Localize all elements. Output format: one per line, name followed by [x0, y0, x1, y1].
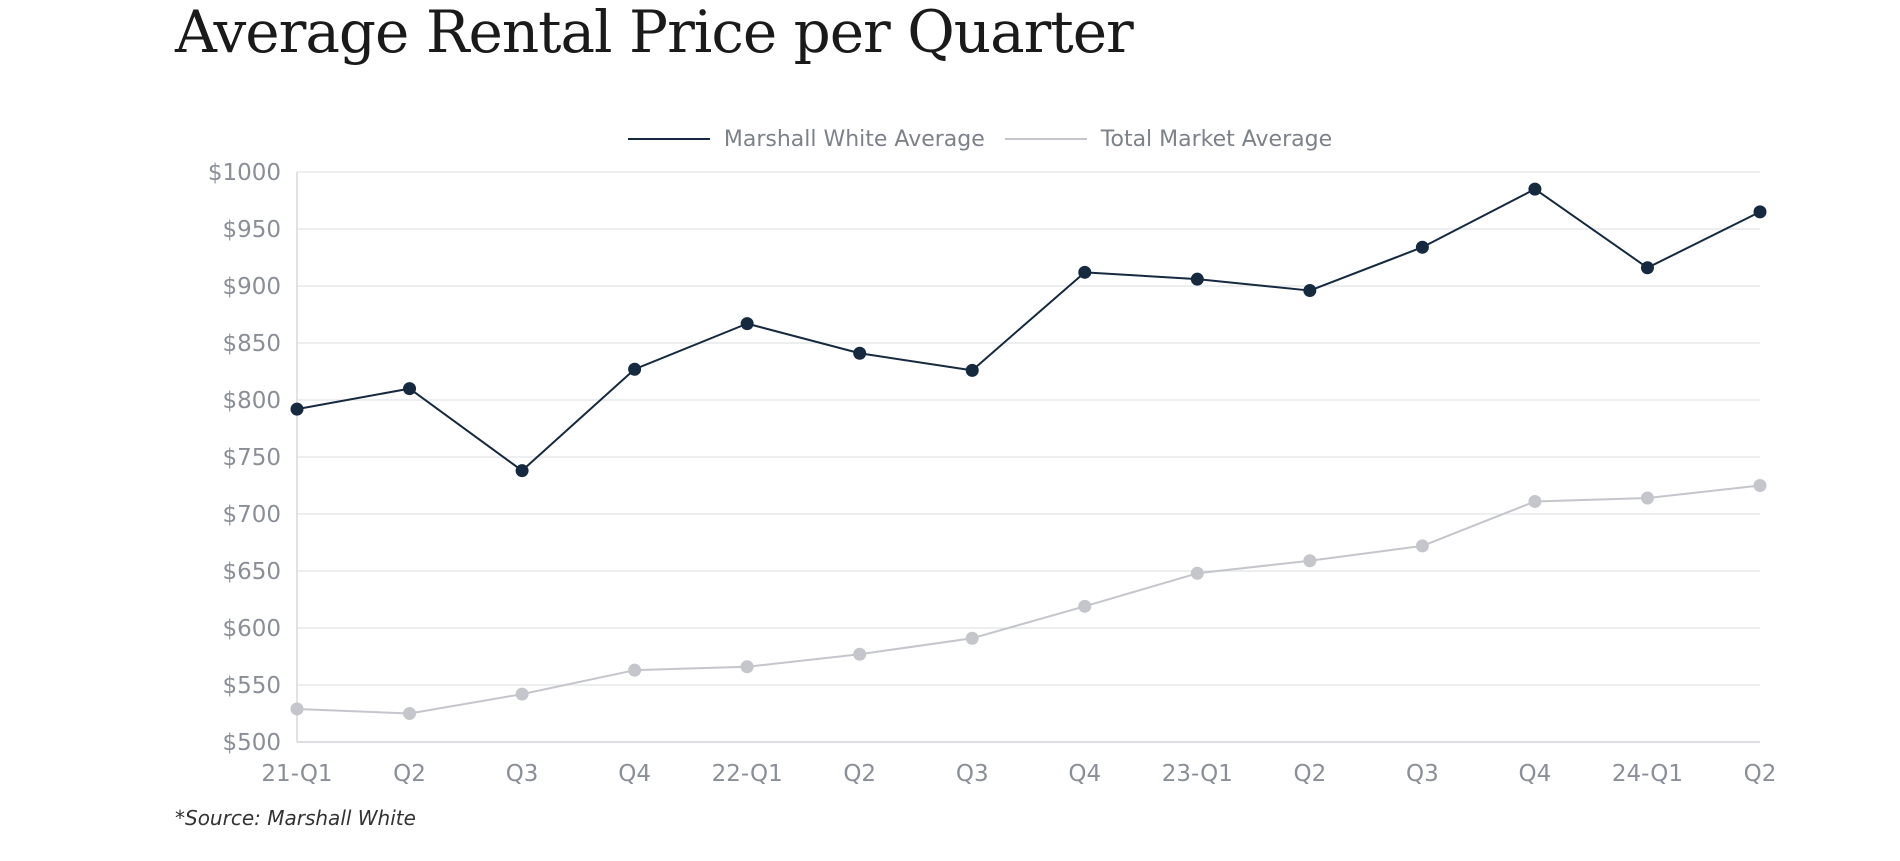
data-point-marshall-white-average	[1640, 261, 1654, 275]
data-point-marshall-white-average	[1528, 182, 1542, 196]
data-point-total-market-average	[1753, 479, 1767, 492]
x-tick-label: Q3	[956, 761, 989, 787]
x-tick-label: Q3	[1406, 761, 1439, 787]
data-point-total-market-average	[1078, 599, 1092, 613]
data-point-marshall-white-average	[1303, 284, 1317, 298]
legend-item-marshall-white: Marshall White Average	[627, 126, 985, 152]
y-tick-label: $1000	[208, 160, 281, 186]
y-tick-label: $800	[222, 388, 281, 414]
data-point-total-market-average	[1303, 554, 1317, 568]
x-tick-label: Q4	[618, 761, 651, 787]
y-tick-label: $750	[222, 445, 281, 471]
data-point-marshall-white-average	[628, 362, 642, 376]
data-point-marshall-white-average	[403, 382, 417, 396]
data-point-marshall-white-average	[1078, 265, 1092, 279]
data-point-marshall-white-average	[515, 464, 529, 478]
y-tick-label: $900	[222, 274, 281, 300]
x-tick-label: 21-Q1	[261, 761, 332, 787]
source-note: *Source: Marshall White	[175, 806, 416, 830]
x-tick-label: Q2	[393, 761, 426, 787]
y-tick-label: $650	[222, 559, 281, 585]
x-axis: 21-Q1 Q2 Q3 Q4 22-Q1 Q2 Q3 Q4 23-Q1 Q2 Q3 Q4 24-Q1 Q2	[261, 741, 1777, 787]
data-point-marshall-white-average	[1753, 205, 1767, 219]
data-point-total-market-average	[740, 660, 754, 674]
data-point-total-market-average	[403, 707, 417, 720]
legend-label-marshall-white: Marshall White Average	[723, 126, 985, 152]
legend-swatch-marshall-white	[627, 138, 710, 140]
gridlines	[297, 171, 1760, 743]
y-tick-label: $500	[222, 730, 281, 756]
series-total-market-average	[290, 479, 1767, 720]
chart-legend: Marshall White Average Total Market Aver…	[0, 122, 1900, 156]
y-tick-label: $700	[222, 502, 281, 528]
data-point-marshall-white-average	[853, 346, 867, 360]
data-point-total-market-average	[290, 702, 304, 716]
y-axis: $1000 $950 $900 $850 $800 $750 $700 $650 $600 $55…	[208, 160, 298, 756]
legend-swatch-total-market	[1004, 138, 1087, 140]
data-point-total-market-average	[1415, 539, 1429, 553]
data-point-total-market-average	[515, 687, 529, 701]
data-point-marshall-white-average	[740, 317, 754, 331]
legend-item-total-market: Total Market Average	[1004, 126, 1333, 152]
legend-label-total-market: Total Market Average	[1100, 126, 1333, 152]
x-tick-label: Q2	[1744, 761, 1777, 787]
y-tick-label: $600	[222, 616, 281, 642]
x-tick-label: Q4	[1068, 761, 1101, 787]
x-tick-label: 22-Q1	[712, 761, 783, 787]
y-tick-label: $850	[222, 331, 281, 357]
x-tick-label: Q2	[1293, 761, 1326, 787]
series-line-marshall-white-average	[296, 188, 1761, 472]
x-tick-label: 23-Q1	[1162, 761, 1233, 787]
data-point-total-market-average	[853, 647, 867, 661]
data-point-marshall-white-average	[290, 402, 304, 416]
data-point-total-market-average	[628, 663, 642, 677]
data-point-marshall-white-average	[965, 363, 979, 377]
series-marshall-white-average	[290, 182, 1767, 478]
data-point-total-market-average	[1190, 566, 1204, 580]
chart-title: Average Rental Price per Quarter	[175, 0, 1134, 66]
data-point-marshall-white-average	[1190, 272, 1204, 286]
x-tick-label: Q4	[1519, 761, 1552, 787]
x-tick-label: Q2	[843, 761, 876, 787]
data-point-marshall-white-average	[1415, 240, 1429, 254]
data-point-total-market-average	[1640, 491, 1654, 505]
x-tick-label: 24-Q1	[1612, 761, 1683, 787]
y-tick-label: $550	[222, 673, 281, 699]
data-point-total-market-average	[965, 631, 979, 645]
series-line-total-market-average	[296, 484, 1761, 715]
series-layer	[290, 182, 1767, 720]
x-tick-label: Q3	[506, 761, 539, 787]
data-point-total-market-average	[1528, 494, 1542, 508]
y-tick-label: $950	[222, 217, 281, 243]
